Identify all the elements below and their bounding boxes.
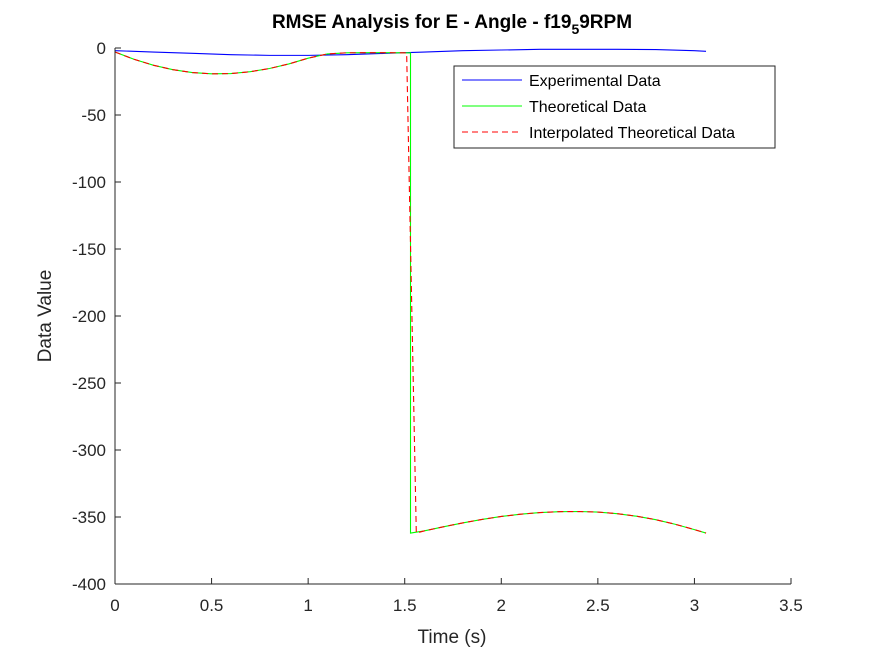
y-tick-label: -250 (72, 374, 106, 393)
y-axis-label: Data Value (35, 270, 56, 363)
x-tick-label: 3.5 (779, 596, 803, 615)
legend-label-1: Experimental Data (529, 73, 661, 90)
y-tick-label: -50 (81, 106, 106, 125)
series-layer (114, 48, 707, 534)
axes-layer: 0 0.5 1 1.5 2 2.5 3 3.5 0 -50 -100 -150 -200 -250 -300… (72, 39, 803, 615)
x-tick-label: 0.5 (200, 596, 224, 615)
x-axis-label: Time (s) (418, 627, 487, 648)
x-tick-label: 1 (303, 596, 312, 615)
series-line-1 (114, 48, 707, 56)
x-tick-label: 1.5 (393, 596, 417, 615)
y-tick-label: -200 (72, 307, 106, 326)
legend-label-2: Theoretical Data (529, 99, 646, 116)
chart-title: RMSE Analysis for E - Angle - f1959RPM (272, 12, 632, 37)
chart-title-subscript: 5 (571, 21, 579, 37)
x-tick-label: 3 (690, 596, 699, 615)
y-tick-label: -300 (72, 441, 106, 460)
x-tick-label: 0 (110, 596, 119, 615)
chart-title-end: 9RPM (579, 12, 632, 33)
y-tick-label: 0 (97, 39, 106, 58)
y-tick-label: -400 (72, 575, 106, 594)
chart-title-main: RMSE Analysis for E - Angle - f19 (272, 12, 571, 33)
x-tick-label: 2.5 (586, 596, 610, 615)
y-tick-label: -350 (72, 508, 106, 527)
series-line-3 (114, 51, 707, 534)
legend-label-3: Interpolated Theoretical Data (529, 125, 735, 142)
y-tick-label: -150 (72, 240, 106, 259)
y-tick-label: -100 (72, 173, 106, 192)
legend: Experimental Data Theoretical Data Interpo… (453, 65, 776, 149)
x-tick-label: 2 (497, 596, 506, 615)
